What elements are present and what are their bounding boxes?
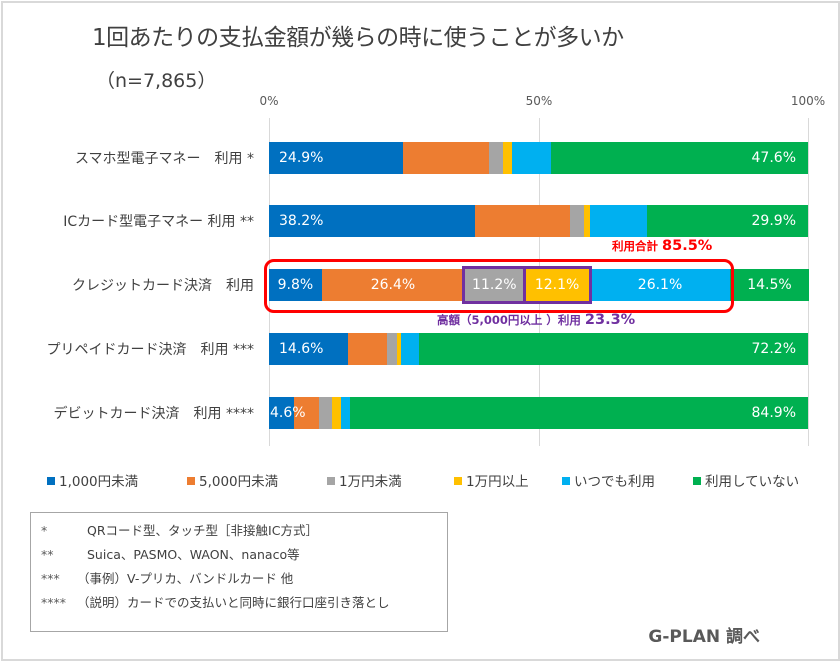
- notes-box: * QRコード型、タッチ型［非接触IC方式］ ** Suica、PASMO、WAON…: [30, 512, 448, 632]
- bar-segment: [319, 397, 333, 429]
- total-use-annotation: 利用合計 85.5%: [612, 238, 712, 254]
- note-text: Suica、PASMO、WAON、nanaco等: [87, 547, 300, 562]
- data-label: 9.8%: [277, 277, 314, 293]
- category-label: ICカード型電子マネー 利用 **: [63, 214, 254, 230]
- legend-swatch: [47, 477, 55, 485]
- legend-swatch: [187, 477, 195, 485]
- x-tick-label: 100%: [790, 94, 826, 108]
- legend-item: 利用していない: [693, 470, 799, 490]
- legend-item: 1万円未満: [327, 470, 402, 490]
- legend-item: 5,000円未満: [187, 470, 278, 490]
- bar-segment: [489, 142, 504, 174]
- data-label: 4.6%: [270, 405, 306, 421]
- bar-segment: [350, 397, 809, 429]
- bar-segment: [340, 397, 351, 429]
- x-tick-label: 0%: [259, 94, 279, 108]
- bar-segment: [386, 333, 398, 365]
- legend-swatch: [454, 477, 462, 485]
- total-use-value: 85.5%: [662, 238, 713, 254]
- note-text: （説明）カードでの支払いと同時に銀行口座引き落とし: [77, 595, 390, 610]
- note-item: *** （事例）V-プリカ、バンドルカード 他: [41, 567, 447, 591]
- category-label: デビットカード決済 利用 ****: [53, 406, 254, 422]
- source-credit: G-PLAN 調べ: [648, 627, 760, 647]
- legend-swatch: [693, 477, 701, 485]
- high-value-value: 23.3%: [584, 312, 636, 328]
- total-use-highlight-box: [264, 259, 734, 313]
- note-mark: ****: [41, 595, 66, 610]
- bar-segment: [401, 333, 420, 365]
- data-label: 47.6%: [751, 150, 796, 166]
- legend-label: いつでも利用: [574, 474, 655, 490]
- high-value-label: 高額（5,000円以上 ）利用: [437, 313, 581, 327]
- data-label: 14.6%: [279, 341, 324, 357]
- legend-item: いつでも利用: [562, 470, 655, 490]
- high-value-annotation: 高額（5,000円以上 ）利用 23.3%: [437, 312, 635, 328]
- legend-label: 利用していない: [705, 474, 800, 490]
- bar-segment: [321, 269, 465, 301]
- legend-swatch: [327, 477, 335, 485]
- note-mark: *: [41, 523, 48, 538]
- note-item: ** Suica、PASMO、WAON、nanaco等: [41, 543, 447, 567]
- chart-title: 1回あたりの支払金額が幾らの時に使うことが多いか: [92, 25, 624, 51]
- note-mark: ***: [41, 571, 60, 586]
- chart-subtitle: （n=7,865）: [96, 70, 217, 92]
- data-label: 84.9%: [751, 405, 796, 421]
- category-label: プリペイドカード決済 利用 ***: [46, 342, 254, 358]
- bar-segment: [332, 397, 342, 429]
- bar-segment: [396, 333, 402, 365]
- legend-swatch: [562, 477, 570, 485]
- bar-segment: [583, 205, 591, 237]
- total-use-label: 利用合計: [612, 239, 658, 253]
- note-item: * QRコード型、タッチ型［非接触IC方式］: [41, 519, 447, 543]
- data-label: 14.5%: [747, 277, 792, 293]
- bar-segment: [269, 269, 323, 301]
- bar-segment: [551, 142, 809, 174]
- bar-segment: [293, 397, 320, 429]
- bar-segment: [474, 205, 571, 237]
- note-mark: **: [41, 547, 54, 562]
- data-label: 29.9%: [751, 213, 796, 229]
- bar-segment: [589, 269, 731, 301]
- bar-segment: [511, 142, 552, 174]
- legend-item: 1万円以上: [454, 470, 529, 490]
- bar-segment: [569, 205, 585, 237]
- legend-label: 1万円未満: [339, 474, 402, 490]
- data-label: 26.1%: [637, 277, 683, 293]
- data-label: 12.1%: [534, 277, 580, 293]
- legend-label: 5,000円未満: [199, 474, 279, 490]
- bar-segment: [524, 269, 591, 301]
- bar-segment: [589, 205, 648, 237]
- x-tick-label: 50%: [525, 94, 553, 108]
- note-text: （事例）V-プリカ、バンドルカード 他: [77, 571, 294, 586]
- legend-label: 1万円以上: [466, 474, 529, 490]
- legend-item: 1,000円未満: [47, 470, 138, 490]
- note-text: QRコード型、タッチ型［非接触IC方式］: [87, 523, 318, 538]
- bar-segment: [269, 142, 404, 174]
- bar-segment: [464, 269, 525, 301]
- bar-segment: [418, 333, 809, 365]
- data-label: 24.9%: [279, 150, 324, 166]
- bar-segment: [403, 142, 490, 174]
- data-label: 26.4%: [370, 277, 416, 293]
- data-label: 72.2%: [751, 341, 796, 357]
- high-value-box-gray: [462, 266, 527, 304]
- data-label: 38.2%: [279, 213, 324, 229]
- bar-segment: [730, 269, 810, 301]
- category-label: スマホ型電子マネー 利用 *: [74, 151, 254, 167]
- bar-segment: [503, 142, 513, 174]
- data-label: 11.2%: [472, 277, 517, 293]
- bar-segment: [269, 397, 295, 429]
- bar-segment: [269, 205, 476, 237]
- note-item: **** （説明）カードでの支払いと同時に銀行口座引き落とし: [41, 591, 447, 615]
- legend-label: 1,000円未満: [59, 474, 139, 490]
- bar-segment: [646, 205, 809, 237]
- high-value-box-yellow: [523, 266, 592, 304]
- category-label: クレジットカード決済 利用: [72, 278, 254, 294]
- bar-segment: [269, 333, 349, 365]
- bar-segment: [347, 333, 387, 365]
